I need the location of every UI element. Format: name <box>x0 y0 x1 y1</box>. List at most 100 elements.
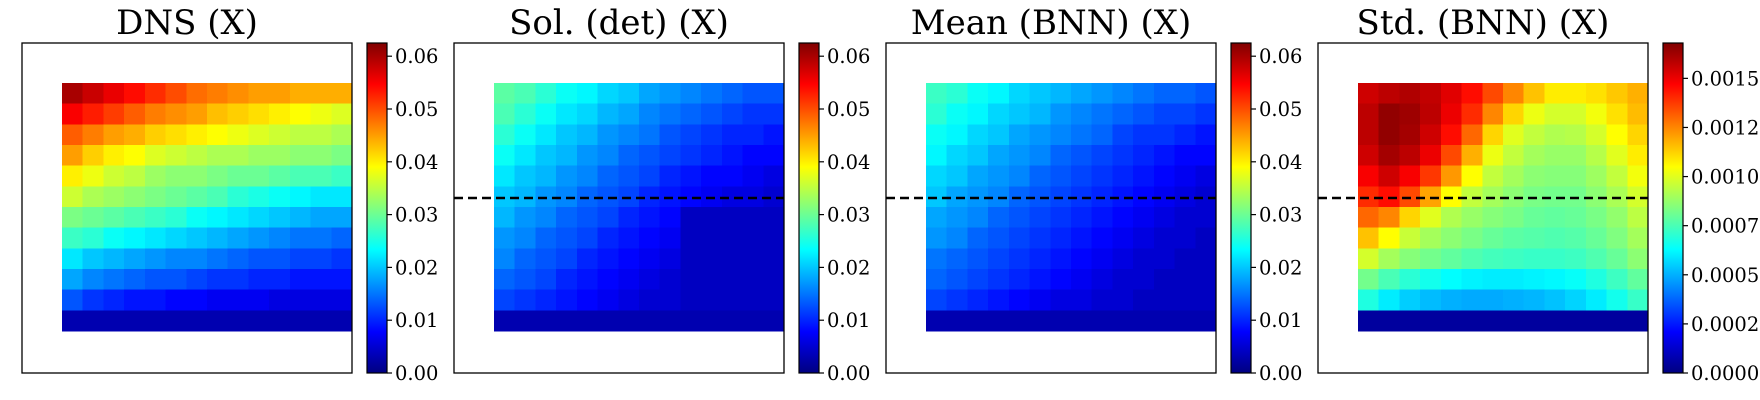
heatmap-cell <box>1565 103 1587 125</box>
heatmap-cell <box>988 165 1010 187</box>
heatmap-cell <box>576 248 599 270</box>
colorbar-tick-label: 0.05 <box>395 98 438 121</box>
heatmap-cell <box>331 186 353 208</box>
heatmap-cell <box>1133 103 1155 125</box>
heatmap-cell <box>227 165 250 187</box>
heatmap-cell <box>1050 165 1072 187</box>
heatmap-cell <box>926 269 948 291</box>
heatmap-cell <box>1091 124 1114 146</box>
heatmap-cell <box>926 165 948 187</box>
heatmap-cell <box>82 124 105 146</box>
heatmap-cell <box>1482 83 1504 105</box>
heatmap-cell <box>1378 207 1401 229</box>
heatmap-cell <box>639 227 661 249</box>
heatmap-cell <box>556 103 578 125</box>
heatmap-cell <box>186 310 208 332</box>
colorbar-tick-label: 0.03 <box>395 204 438 227</box>
heatmap-cell <box>1050 310 1072 332</box>
heatmap-cell <box>1029 103 1051 125</box>
heatmap-cell <box>618 165 640 187</box>
heatmap-cell <box>556 289 578 311</box>
heatmap-cell <box>1461 207 1483 229</box>
heatmap-cell <box>576 310 599 332</box>
heatmap-cell <box>1029 227 1051 249</box>
heatmap-cell <box>721 207 744 229</box>
colorbar-tick-label: 0.00150 <box>1691 67 1760 90</box>
heatmap-cell <box>514 124 537 146</box>
heatmap-cell <box>1627 103 1649 125</box>
heatmap-cell <box>946 145 969 167</box>
heatmap-cell <box>1523 165 1546 187</box>
heatmap-cell <box>269 103 291 125</box>
heatmap-cell <box>514 227 537 249</box>
heatmap-cell <box>556 310 578 332</box>
heatmap-cell <box>701 145 723 167</box>
heatmap-cell <box>1399 207 1421 229</box>
heatmap-cell <box>967 248 989 270</box>
heatmap-cell <box>1606 145 1628 167</box>
heatmap-cell <box>1399 289 1421 311</box>
heatmap-cells <box>926 83 1217 332</box>
heatmap-cell <box>494 227 516 249</box>
heatmap-panel: Mean (BNN) (X) 0.00 0.01 0.02 0.03 0.04 0.05 0.… <box>885 3 1302 385</box>
heatmap-cell <box>165 165 187 187</box>
heatmap-cell <box>597 248 619 270</box>
heatmap-cell <box>967 207 989 229</box>
heatmap-cell <box>1050 248 1072 270</box>
heatmap-cell <box>248 248 270 270</box>
heatmap-cell <box>62 145 84 167</box>
heatmap-cell <box>639 289 661 311</box>
heatmap-cell <box>514 103 537 125</box>
colorbar <box>1663 43 1683 373</box>
heatmap-cell <box>680 289 702 311</box>
heatmap-cell <box>1378 248 1401 270</box>
heatmap-cell <box>1091 248 1114 270</box>
heatmap-cell <box>62 165 84 187</box>
heatmap-cell <box>556 145 578 167</box>
heatmap-cell <box>1420 269 1442 291</box>
colorbar-tick-label: 0.00125 <box>1691 116 1760 139</box>
heatmap-cell <box>289 103 312 125</box>
heatmap-cell <box>763 186 785 208</box>
heatmap-cell <box>1153 207 1176 229</box>
heatmap-cell <box>680 165 702 187</box>
heatmap-cell <box>1420 124 1442 146</box>
heatmap-cell <box>494 289 516 311</box>
heatmap-cell <box>1112 310 1134 332</box>
colorbar-frame <box>1662 42 1684 374</box>
heatmap-cell <box>1606 269 1628 291</box>
heatmap-cell <box>639 83 661 105</box>
heatmap-cell <box>1071 310 1093 332</box>
heatmap-cell <box>103 289 125 311</box>
heatmap-cell <box>1503 83 1525 105</box>
heatmap-cell <box>494 83 516 105</box>
heatmap-cell <box>1585 103 1608 125</box>
heatmap-cell <box>248 124 270 146</box>
colorbar-tick-label: 0.02 <box>395 256 438 279</box>
heatmap-cell <box>1091 207 1114 229</box>
heatmap-cell <box>165 103 187 125</box>
heatmap-cell <box>1482 227 1504 249</box>
heatmap-cell <box>1461 145 1483 167</box>
heatmap-cell <box>207 248 229 270</box>
heatmap-cell <box>269 248 291 270</box>
heatmap-cell <box>1174 83 1196 105</box>
heatmap-cell <box>1112 227 1134 249</box>
heatmap-cell <box>556 124 578 146</box>
heatmap-cell <box>1627 145 1649 167</box>
colorbar-tick-label: 0.05 <box>827 98 870 121</box>
heatmap-cell <box>535 145 557 167</box>
heatmap-cell <box>289 124 312 146</box>
heatmap-cell <box>1627 227 1649 249</box>
heatmap-cell <box>124 83 146 105</box>
heatmap-cell <box>1523 103 1546 125</box>
colorbar-tick-label: 0.01 <box>827 309 870 332</box>
heatmap-cell <box>742 103 764 125</box>
heatmap-cell <box>721 289 744 311</box>
heatmap-cell <box>1091 227 1114 249</box>
heatmap-cell <box>639 207 661 229</box>
heatmap-cell <box>967 83 989 105</box>
heatmap-cell <box>62 227 84 249</box>
heatmap-cell <box>1440 289 1463 311</box>
heatmap-cell <box>926 83 948 105</box>
